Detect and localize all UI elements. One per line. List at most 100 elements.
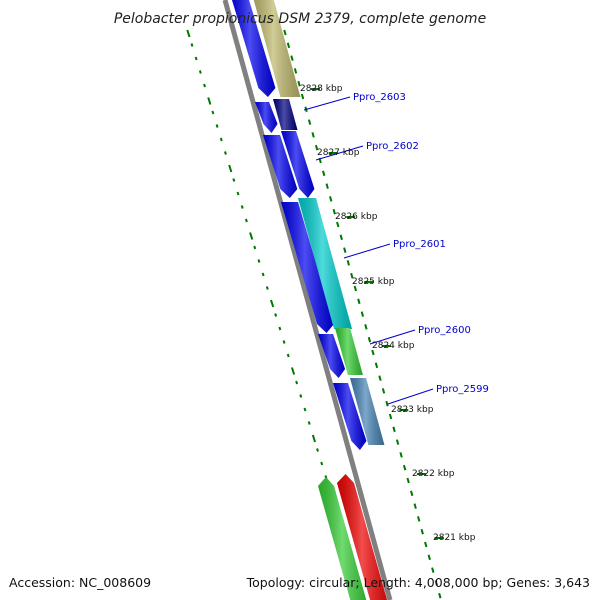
dotted-ring-tick [290, 367, 296, 375]
dotted-ring-tick [203, 83, 206, 88]
dotted-ring-tick [219, 137, 223, 142]
leader-ppro-2603 [303, 96, 351, 111]
scale-tick [367, 336, 372, 343]
gene-cds-2602-left-shading [263, 135, 298, 198]
scale-tick [399, 452, 403, 458]
scale-tick [413, 503, 417, 509]
scale-label-2828: 2828 kbp [300, 84, 343, 94]
dotted-ring-tick [186, 29, 191, 38]
gene-label-ppro-2599[interactable]: Ppro_2599 [436, 384, 489, 395]
scale-tick [374, 362, 379, 369]
dotted-ring-tick [257, 259, 261, 263]
scale-tick [410, 490, 414, 497]
scale-tick [329, 196, 333, 202]
scale-tick [286, 42, 291, 49]
dotted-ring-tick [311, 434, 317, 443]
scale-tick [332, 208, 336, 215]
gene-cds-top-left-shading [232, 0, 276, 97]
scale-tick [431, 567, 435, 573]
gene-green-bottom-shading [318, 477, 367, 600]
gene-ppro-2604-shading [253, 0, 301, 97]
scale-tick [364, 324, 368, 330]
scale-tick [360, 311, 365, 317]
map-title: Pelobacter propionicus DSM 2379, complet… [114, 11, 486, 27]
scale-tick [406, 477, 410, 484]
dotted-ring-tick [286, 353, 290, 358]
scale-tick [300, 93, 305, 100]
dotted-ring-tick [236, 191, 240, 196]
scale-label-2826: 2826 kbp [335, 212, 378, 222]
genome-summary-text: Topology: circular; Length: 4,008,000 bp… [246, 575, 590, 590]
gene-ppro-2600-shading [335, 328, 363, 375]
scale-tick [283, 29, 287, 36]
gene-label-ppro-2602[interactable]: Ppro_2602 [366, 141, 419, 152]
scale-tick [311, 132, 315, 138]
scale-tick [417, 516, 421, 522]
dotted-ring-tick [198, 70, 202, 74]
dotted-ring-tick [228, 164, 233, 173]
dotted-ring-tick [320, 461, 324, 466]
dotted-ring-tick [270, 299, 275, 308]
dotted-ring-tick [278, 326, 282, 331]
scale-tick [388, 413, 393, 420]
dotted-ring-tick [194, 56, 198, 61]
scale-tick [424, 541, 428, 548]
dotted-ring-tick [207, 97, 212, 105]
scale-label-2821: 2821 kbp [433, 533, 476, 543]
scale-tick [427, 554, 431, 561]
gene-cds-2601-left-shading [281, 202, 335, 333]
dotted-ring-tick [215, 124, 219, 128]
scale-label-2823: 2823 kbp [391, 405, 434, 415]
scale-tick [402, 464, 407, 471]
scale-tick [378, 375, 382, 381]
dotted-ring-tick [253, 245, 257, 250]
scale-tick [325, 183, 329, 189]
leader-ppro-2602 [315, 145, 364, 161]
scale-tick [314, 144, 319, 151]
gene-ppro-2602-shading [281, 131, 315, 198]
gene-cds-2600-left-shading [318, 334, 346, 378]
dotted-ring-tick [224, 151, 227, 155]
label-leader-lines [303, 96, 434, 405]
scale-label-2825: 2825 kbp [352, 277, 395, 287]
scale-tick [438, 592, 442, 599]
scale-tick [297, 80, 301, 87]
scale-tick [343, 247, 347, 253]
scale-tick [371, 349, 375, 356]
gene-label-ppro-2603[interactable]: Ppro_2603 [353, 92, 406, 103]
dotted-ring-tick [307, 421, 311, 425]
scale-tick [336, 221, 340, 228]
dotted-ring-tick [240, 205, 244, 209]
scale-tick [350, 272, 354, 279]
dotted-ring-tick [274, 313, 278, 317]
scale-tick [339, 234, 343, 241]
dotted-ring-tick [261, 272, 265, 277]
dotted-ring-tick [249, 232, 254, 240]
dotted-ring-tick [265, 286, 269, 290]
dotted-ring-tick [211, 110, 215, 115]
gene-label-ppro-2601[interactable]: Ppro_2601 [393, 239, 446, 250]
scale-label-2824: 2824 kbp [372, 341, 415, 351]
scale-tick [385, 400, 389, 407]
scale-tick [293, 68, 298, 74]
scale-tick [381, 388, 386, 394]
dotted-ring-tick [232, 178, 236, 182]
scale-tick [434, 580, 438, 586]
scale-label-2827: 2827 kbp [317, 148, 360, 158]
gene-red-bottom-shading [337, 474, 388, 600]
gene-label-ppro-2600[interactable]: Ppro_2600 [418, 325, 471, 336]
genome-backbone [222, 0, 393, 600]
dotted-ring-tick [299, 394, 303, 398]
leader-ppro-2601 [343, 243, 391, 259]
scale-tick [346, 260, 350, 266]
scale-tick [420, 528, 424, 535]
dotted-ring-tick [316, 448, 319, 452]
scale-label-2822: 2822 kbp [412, 469, 455, 479]
scale-tick [307, 119, 312, 125]
scale-tick [392, 426, 396, 433]
leader-ppro-2600 [369, 329, 416, 345]
scale-tick [357, 298, 361, 305]
gene-features [232, 0, 388, 600]
